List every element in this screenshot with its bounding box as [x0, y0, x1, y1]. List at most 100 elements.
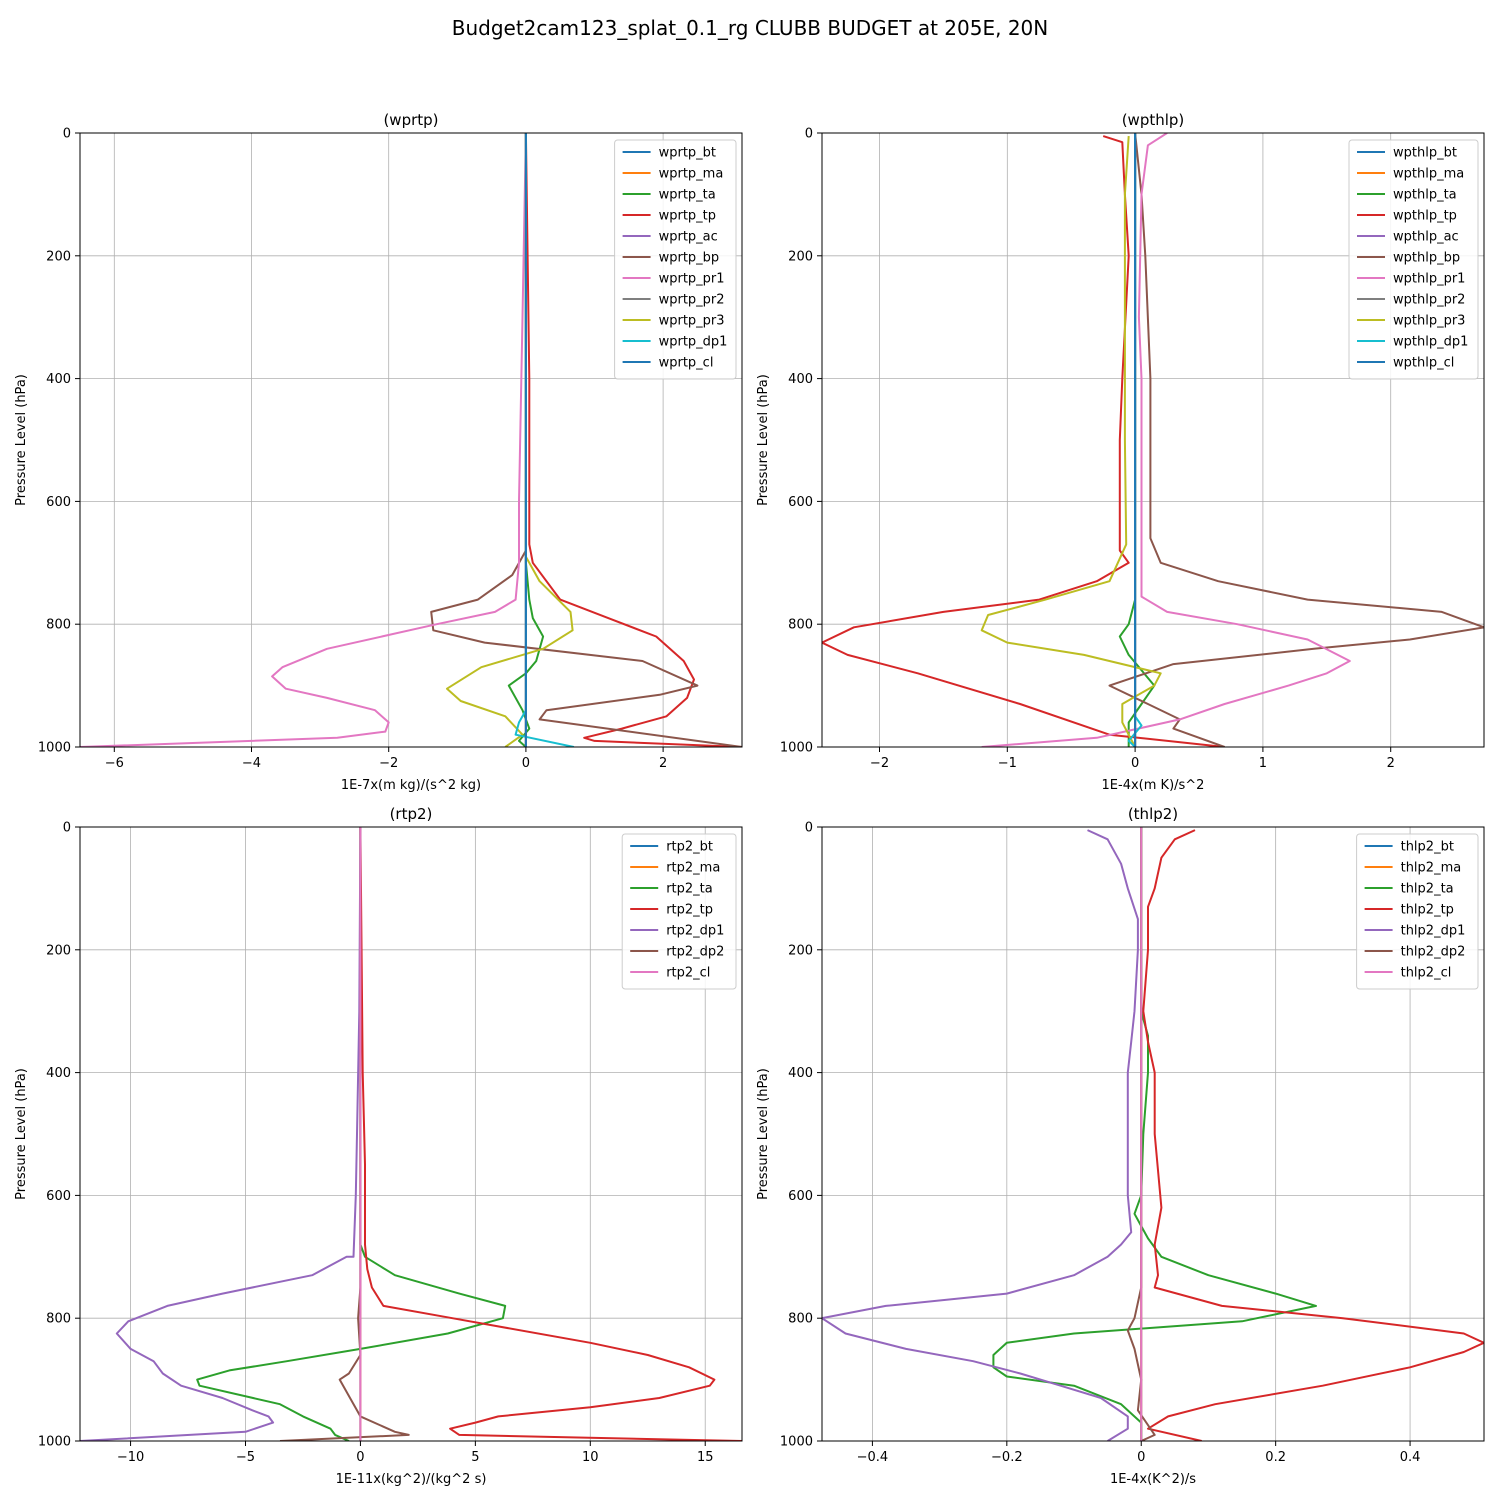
chart-title: (wpthlp) [1122, 111, 1185, 129]
legend-entry: wprtp_cl [659, 356, 714, 371]
y-tick-label: 400 [788, 1066, 813, 1081]
y-tick-label: 800 [788, 1312, 813, 1327]
plot-frame [821, 826, 1485, 1442]
x-tick-label: −0.2 [991, 1450, 1023, 1465]
y-tick-label: 400 [46, 372, 71, 387]
y-axis-label: Pressure Level (hPa) [756, 1068, 771, 1200]
x-axis-label: 1E-7x(m kg)/(s^2 kg) [341, 778, 481, 793]
series-line-wprtp_pr3 [446, 133, 574, 747]
legend-entry: wpthlp_pr1 [1393, 272, 1465, 287]
series-line-thlp2_ta [992, 827, 1317, 1441]
series-line-thlp2_dp1 [822, 829, 1139, 1441]
series-line-wprtp_pr1 [80, 133, 527, 747]
series-line-wpthlp_tp [822, 135, 1225, 747]
x-tick-label: −6 [105, 756, 124, 771]
y-tick-label: 0 [805, 821, 813, 836]
series-line-wprtp_ta [507, 133, 545, 747]
y-tick-label: 0 [63, 821, 71, 836]
y-tick-label: 800 [788, 618, 813, 633]
x-axis-label: 1E-11x(kg^2)/(kg^2 s) [336, 1472, 487, 1487]
series-line-rtp2_ta [196, 827, 507, 1441]
legend-entry: wprtp_pr2 [659, 293, 725, 308]
x-tick-label: 2 [659, 756, 667, 771]
y-axis-label: Pressure Level (hPa) [756, 374, 771, 506]
y-tick-label: 1000 [780, 1435, 813, 1450]
x-tick-label: −0.4 [857, 1450, 889, 1465]
legend-entry: wprtp_ma [659, 167, 724, 182]
legend-entry: wpthlp_ta [1393, 188, 1457, 203]
legend-entry: thlp2_dp2 [1401, 945, 1466, 960]
x-tick-label: 2 [1387, 756, 1395, 771]
y-axis-label: Pressure Level (hPa) [14, 1068, 29, 1200]
x-tick-label: −1 [998, 756, 1017, 771]
y-tick-label: 200 [788, 249, 813, 264]
legend-entry: wprtp_dp1 [659, 335, 728, 350]
series-group [80, 133, 742, 747]
plot-frame [79, 826, 743, 1442]
legend-entry: thlp2_cl [1401, 966, 1452, 981]
x-tick-label: 1 [1259, 756, 1267, 771]
series-line-wpthlp_bp [1108, 133, 1484, 747]
series-line-thlp2_tp [1142, 829, 1484, 1441]
legend-entry: wpthlp_tp [1393, 209, 1457, 224]
legend: thlp2_bt thlp2_ma thlp2_ta thlp2_tp thlp2_dp… [1356, 833, 1479, 990]
chart-panel-1: −6 −4 −2 0 2 0 200 400 600 800 1000 (wprtp) 1E-7x(m … [14, 111, 743, 793]
legend-entry: rtp2_ta [666, 882, 713, 897]
x-tick-label: 0.2 [1265, 1450, 1286, 1465]
y-tick-label: 600 [788, 1189, 813, 1204]
legend-entry: rtp2_tp [666, 903, 713, 918]
y-tick-label: 1000 [780, 741, 813, 756]
y-tick-label: 0 [63, 127, 71, 142]
chart-title: (thlp2) [1128, 805, 1178, 823]
y-tick-label: 400 [788, 372, 813, 387]
legend: wprtp_bt wprtp_ma wprtp_ta wprtp_tp wprtp_ac… [614, 139, 737, 380]
series-line-rtp2_tp [359, 827, 742, 1441]
chart-panel-4: −0.4 −0.2 0 0.2 0.4 0 200 400 600 800 1000 (thlp2) 1… [756, 805, 1485, 1487]
legend-entry: wpthlp_pr3 [1393, 314, 1465, 329]
x-tick-label: 5 [471, 1450, 479, 1465]
y-tick-label: 600 [46, 495, 71, 510]
legend-entry: rtp2_bt [666, 840, 713, 855]
x-tick-label: −5 [236, 1450, 255, 1465]
x-tick-label: 15 [697, 1450, 714, 1465]
x-tick-label: 0 [1137, 1450, 1145, 1465]
x-tick-label: −2 [379, 756, 398, 771]
y-tick-label: 600 [788, 495, 813, 510]
series-group [80, 827, 742, 1441]
legend-entry: wprtp_pr1 [659, 272, 725, 287]
legend-entry: thlp2_ma [1401, 861, 1462, 876]
y-tick-label: 0 [805, 127, 813, 142]
series-line-wpthlp_pr3 [980, 136, 1162, 747]
legend-entry: wpthlp_ma [1393, 167, 1464, 182]
y-tick-label: 1000 [38, 741, 71, 756]
x-tick-label: 10 [582, 1450, 599, 1465]
y-tick-label: 200 [46, 943, 71, 958]
legend-entry: wpthlp_pr2 [1393, 293, 1465, 308]
x-tick-label: −4 [242, 756, 261, 771]
legend: wpthlp_bt wpthlp_ma wpthlp_ta wpthlp_tpwpth… [1348, 139, 1479, 380]
x-tick-label: 0.4 [1400, 1450, 1421, 1465]
series-line-thlp2_dp2 [1126, 827, 1156, 1441]
series-group [822, 133, 1484, 747]
series-line-wprtp_bp [430, 133, 742, 747]
legend-entry: wprtp_pr3 [659, 314, 725, 329]
legend-entry: wprtp_ac [659, 230, 718, 245]
legend-entry: wpthlp_ac [1393, 230, 1459, 245]
plot-frame [79, 132, 743, 748]
legend-entry: wpthlp_cl [1393, 356, 1454, 371]
series-line-wpthlp_ta [1118, 133, 1156, 747]
series-line-wpthlp_pr1 [981, 133, 1351, 747]
x-axis-label: 1E-4x(m K)/s^2 [1102, 778, 1205, 793]
chart-panel-2: −2 −1 0 1 2 0 200 400 600 800 1000 (wpthlp) 1E-4x(m … [756, 111, 1485, 793]
y-tick-label: 600 [46, 1189, 71, 1204]
y-tick-label: 400 [46, 1066, 71, 1081]
chart-panel-3: −10 −5 0 5 10 15 0 200 400 600 800 1000 (rtp2) 1E-11x… [14, 805, 743, 1487]
series-line-rtp2_dp1 [80, 827, 362, 1441]
legend-entry: thlp2_dp1 [1401, 924, 1466, 939]
legend-entry: rtp2_cl [666, 966, 710, 981]
chart-title: (wprtp) [383, 111, 438, 129]
legend-entry: wpthlp_bt [1393, 146, 1457, 161]
legend-entry: wprtp_bt [659, 146, 716, 161]
legend-entry: wpthlp_bp [1393, 251, 1460, 266]
